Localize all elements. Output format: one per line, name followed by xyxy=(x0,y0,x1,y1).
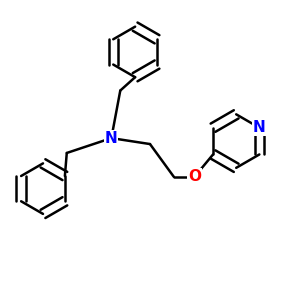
Text: N: N xyxy=(253,120,266,135)
Text: N: N xyxy=(105,130,118,146)
Text: O: O xyxy=(188,169,201,184)
